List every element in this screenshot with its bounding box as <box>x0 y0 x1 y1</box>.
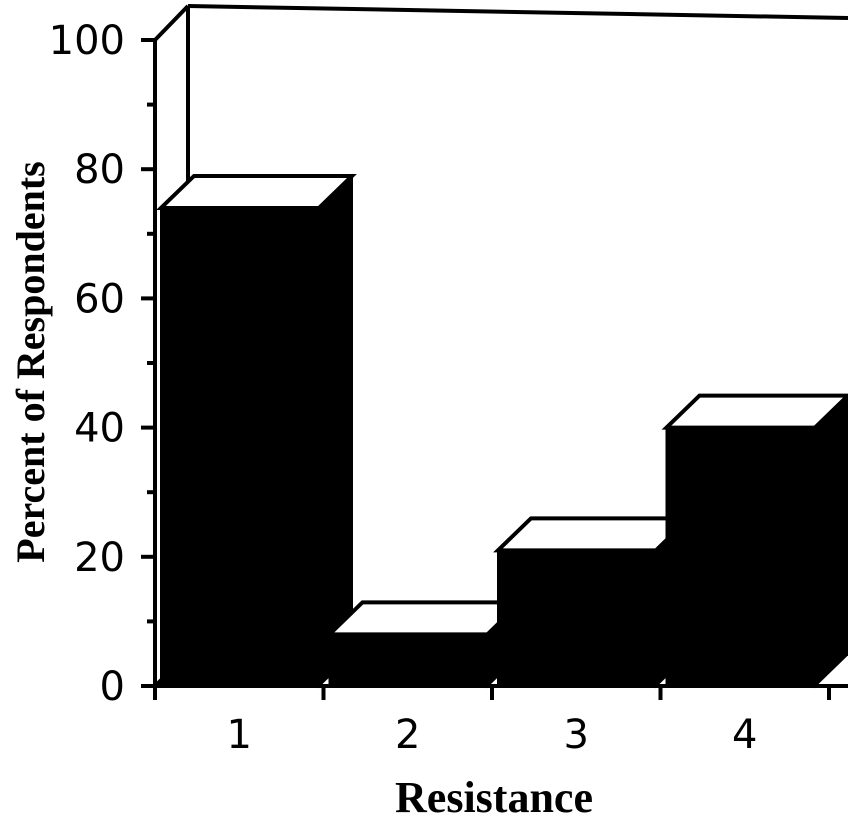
bar-top-2 <box>324 600 526 637</box>
back-wall-top-edge <box>187 4 848 20</box>
y-tick-label-0: 0 <box>100 664 125 710</box>
x-tick-label-1: 1 <box>227 712 252 758</box>
bar-front-3 <box>497 549 657 688</box>
bar-2 <box>324 599 526 689</box>
bar-side-1 <box>318 173 353 689</box>
x-tick-label-4: 4 <box>732 712 757 758</box>
bar-4 <box>661 393 848 689</box>
bar-top-3 <box>493 516 694 553</box>
y-axis-title: Percent of Respondents <box>8 161 53 562</box>
bar-top-4 <box>661 393 848 430</box>
y-tick-label-100: 100 <box>49 18 125 64</box>
y-tick-label-20: 20 <box>74 535 125 581</box>
x-tick-label-3: 3 <box>564 712 589 758</box>
y-tick-labels: 0 20 40 60 80 100 <box>49 18 125 710</box>
bar-front-2 <box>328 633 489 688</box>
bar-series <box>156 173 848 689</box>
bar-3 <box>493 515 694 689</box>
frame-top-diagonal <box>153 4 190 42</box>
y-axis-ticks <box>141 38 155 688</box>
x-axis-ticks <box>153 686 831 700</box>
x-axis-title: Resistance <box>395 773 593 822</box>
y-tick-label-60: 60 <box>74 276 125 322</box>
y-tick-label-80: 80 <box>74 147 125 193</box>
bar-side-4 <box>814 394 848 689</box>
bar-top-1 <box>156 173 357 210</box>
x-tick-labels: 1 2 3 4 <box>227 712 758 758</box>
bar-1 <box>156 173 357 689</box>
bar-front-4 <box>665 426 816 687</box>
y-tick-label-40: 40 <box>74 406 125 452</box>
x-tick-label-2: 2 <box>395 712 420 758</box>
bar-front-1 <box>160 206 320 688</box>
